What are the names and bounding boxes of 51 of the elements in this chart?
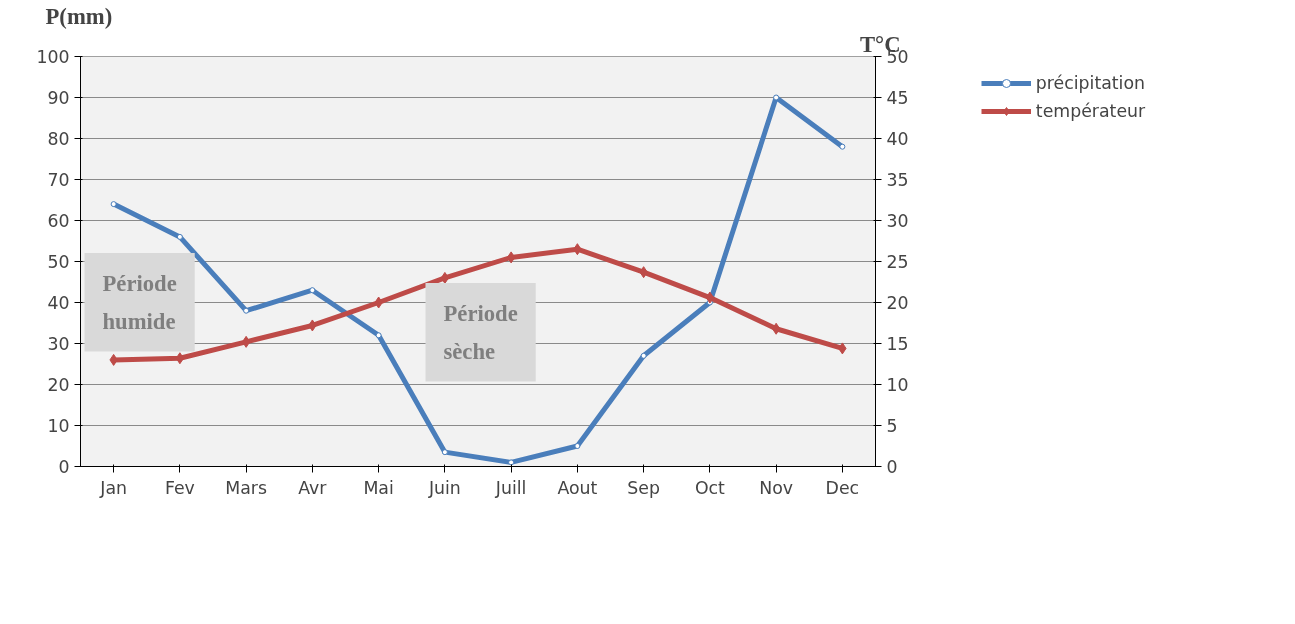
y2-tick-label: 15 [886, 334, 909, 354]
y-tick-label: 60 [47, 211, 70, 231]
x-tick-label: Sep [627, 477, 660, 498]
y2-tick-label: 10 [886, 375, 909, 395]
y-tick-label: 100 [36, 47, 70, 67]
legend-label: températeur [1035, 101, 1146, 121]
y-axis-title: P(mm) [45, 3, 113, 29]
y-tick-label: 70 [47, 170, 70, 190]
x-tick-label: Juill [494, 477, 527, 498]
y-tick-label: 20 [47, 375, 70, 395]
y2-tick-label: 25 [886, 252, 909, 272]
point [309, 287, 316, 294]
annotation: Période sèche [443, 301, 518, 364]
point [241, 335, 251, 348]
y2-tick-label: 5 [886, 416, 898, 436]
point [441, 449, 448, 456]
point [771, 322, 781, 335]
x-tick-label: Aout [557, 477, 598, 498]
point [375, 332, 382, 339]
y2-tick-label: 40 [886, 129, 909, 149]
x-tick-label: Juin [427, 477, 461, 498]
x-tick-label: Mai [363, 477, 394, 498]
point [839, 143, 846, 150]
y2-tick-label: 45 [886, 88, 909, 108]
x-tick-label: Oct [694, 477, 726, 498]
x-tick-label: Nov [759, 477, 794, 498]
y-tick-label: 30 [47, 334, 70, 354]
x-tick-label: Mars [225, 477, 267, 498]
y-tick-label: 0 [58, 457, 70, 477]
y-tick-label: 40 [47, 293, 70, 313]
point [243, 307, 250, 314]
y-tick-label: 90 [47, 88, 70, 108]
y-tick-label: 50 [47, 252, 70, 272]
y-tick-label: 10 [47, 416, 70, 436]
point [110, 201, 117, 208]
y2-tick-label: 35 [886, 170, 909, 190]
y2-tick-label: 0 [886, 457, 898, 477]
point [574, 443, 581, 449]
point [176, 233, 183, 240]
annotation: Période humide [102, 271, 177, 334]
y2-tick-label: 30 [886, 211, 909, 231]
point [640, 352, 647, 359]
legend-label: précipitation [1035, 73, 1146, 93]
x-tick-label: Jan [99, 477, 127, 498]
point [773, 94, 780, 101]
x-tick-label: Avr [298, 477, 328, 498]
x-tick-label: Dec [825, 477, 860, 498]
x-tick-label: Fev [164, 477, 195, 498]
y2-tick-label: 20 [886, 293, 909, 313]
y-tick-label: 80 [47, 129, 70, 149]
point [508, 459, 515, 466]
